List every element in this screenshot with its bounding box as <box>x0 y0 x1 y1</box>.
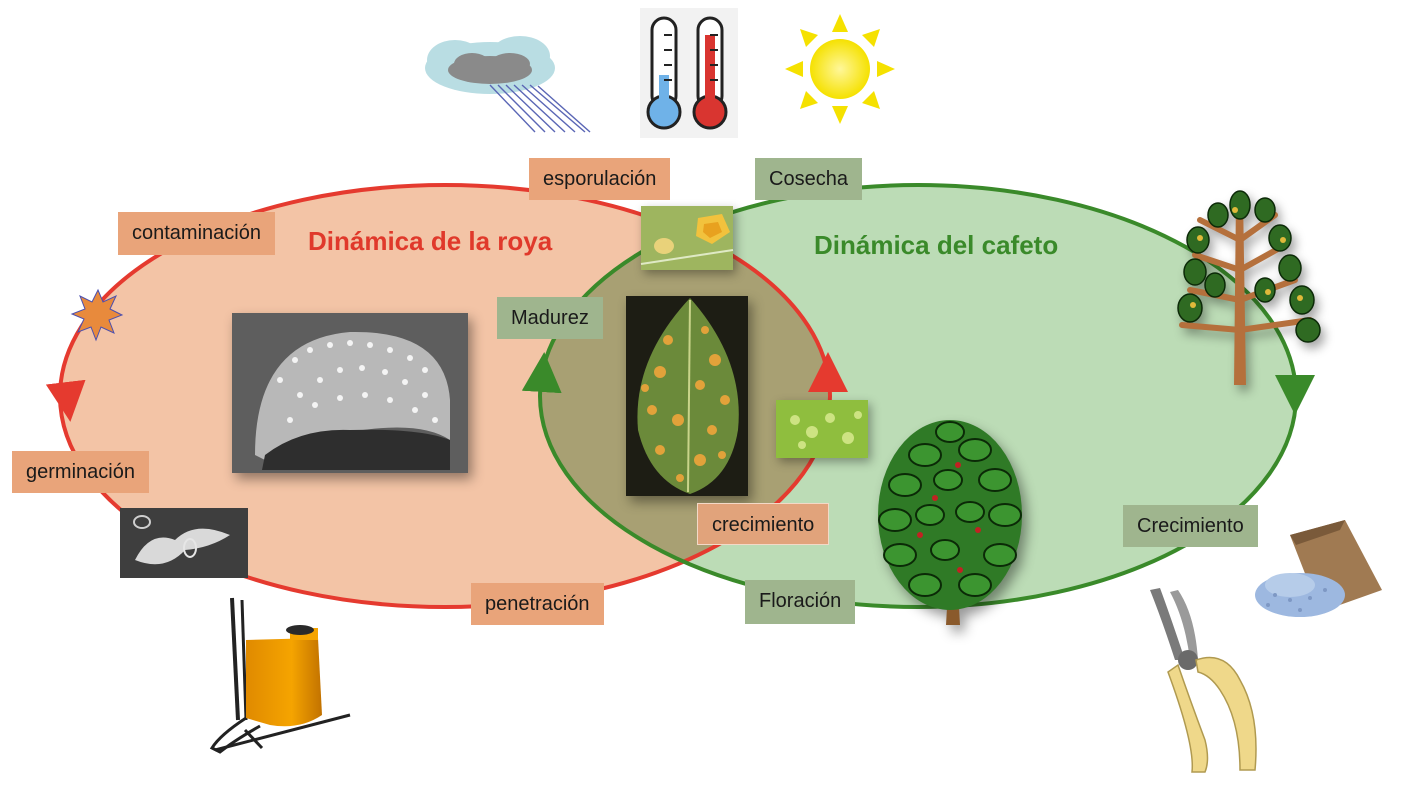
cycles-overlap <box>540 185 830 607</box>
label-floracion: Floración <box>745 580 856 624</box>
label-germinacion: germinación <box>12 451 149 493</box>
pruning-shears-icon <box>1150 588 1257 773</box>
backpack-sprayer-icon <box>209 597 351 754</box>
label-crecimiento-cafeto: Crecimiento <box>1123 505 1258 547</box>
title-rust-cycle: Dinámica de la roya <box>308 226 553 256</box>
thermometers-icon <box>640 8 738 138</box>
fertilizer-sack-icon <box>1255 520 1382 617</box>
infected-leaf-image <box>626 296 748 496</box>
early-infection-leaf-image <box>776 400 868 458</box>
sun-icon <box>785 14 895 124</box>
rain-cloud-icon <box>425 36 591 133</box>
label-penetracion: penetración <box>471 583 604 625</box>
spore-star-icon <box>70 288 124 342</box>
label-madurez: Madurez <box>497 297 603 339</box>
germination-micrograph-image <box>120 508 248 578</box>
coffee-branch-icon <box>1177 190 1321 385</box>
label-esporulacion: esporulación <box>529 158 671 200</box>
title-coffee-cycle: Dinámica del cafeto <box>814 230 1059 260</box>
label-crecimiento-roya: crecimiento <box>697 503 830 545</box>
coffee-shrub-icon <box>878 420 1022 625</box>
label-contaminacion: contaminación <box>118 212 275 255</box>
sporulating-leaf-image <box>640 206 734 270</box>
coffee-left-arrow <box>521 352 562 394</box>
rust-left-arrow <box>45 379 86 422</box>
label-cosecha: Cosecha <box>755 158 862 200</box>
spore-micrograph-image <box>232 313 468 473</box>
